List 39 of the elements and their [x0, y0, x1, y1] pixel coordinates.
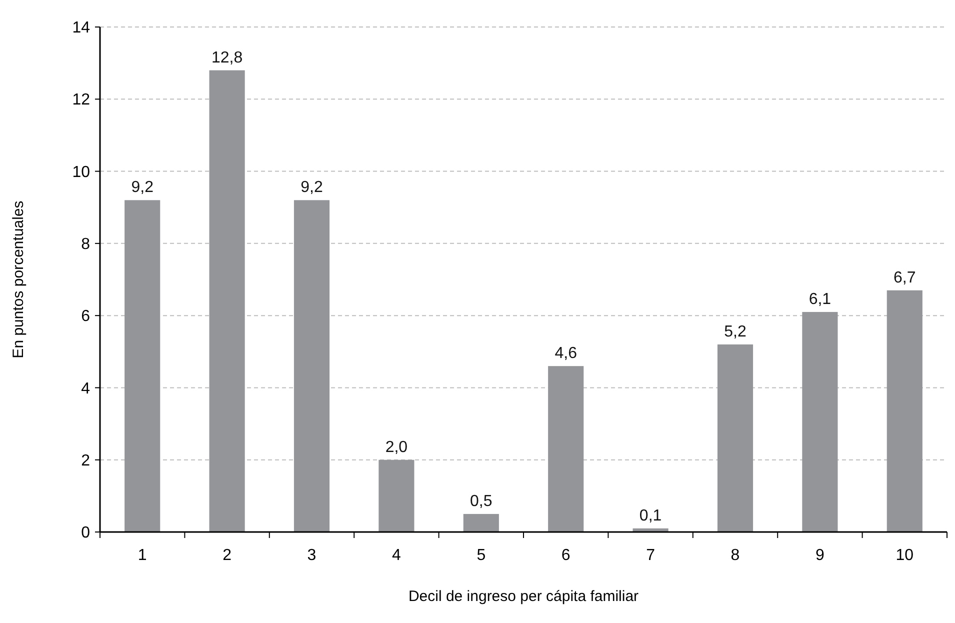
bar: [802, 312, 838, 532]
x-axis-title: Decil de ingreso per cápita familiar: [408, 588, 639, 605]
bar: [209, 70, 245, 532]
bar: [886, 290, 922, 532]
x-tick-label: 5: [476, 547, 486, 564]
y-tick-label: 12: [72, 92, 90, 109]
x-tick-label: 4: [392, 547, 401, 564]
x-tick-label: 6: [561, 547, 570, 564]
y-tick-label: 4: [81, 380, 90, 398]
data-label: 6,1: [808, 290, 832, 308]
data-label: 6,7: [894, 269, 916, 286]
data-label: 0,1: [639, 507, 662, 524]
y-tick-label: 2: [81, 452, 90, 470]
y-tick-label: 14: [72, 20, 90, 37]
bar: [124, 200, 160, 532]
data-label: 9,2: [131, 179, 154, 196]
y-tick-label: 8: [81, 236, 90, 254]
data-label: 0,5: [470, 492, 492, 510]
x-tick-label: 2: [222, 547, 232, 564]
y-axis-title: En puntos porcentuales: [10, 200, 27, 358]
x-tick-label: 3: [307, 547, 316, 564]
data-label: 9,2: [300, 179, 323, 196]
bar: [717, 344, 754, 532]
bar: [378, 460, 414, 532]
data-label: 12,8: [211, 49, 243, 66]
x-tick-label: 8: [730, 547, 740, 564]
x-tick-label: 7: [646, 547, 656, 564]
x-tick-label: 9: [815, 547, 824, 564]
bar: [548, 366, 584, 532]
y-tick-label: 10: [72, 164, 90, 181]
data-label: 5,2: [724, 323, 746, 340]
bar: [463, 514, 499, 532]
bar: [294, 200, 330, 532]
y-tick-label: 6: [81, 308, 90, 326]
x-tick-label: 10: [896, 547, 914, 564]
y-tick-label: 0: [81, 524, 90, 542]
data-label: 2,0: [385, 438, 408, 456]
x-tick-label: 1: [138, 547, 147, 564]
data-label: 4,6: [554, 345, 578, 362]
